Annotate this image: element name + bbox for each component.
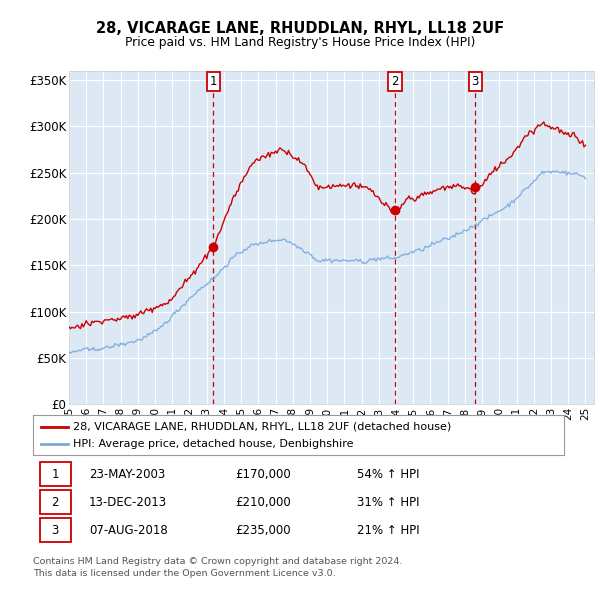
Text: 1: 1 — [209, 76, 217, 88]
Text: 28, VICARAGE LANE, RHUDDLAN, RHYL, LL18 2UF (detached house): 28, VICARAGE LANE, RHUDDLAN, RHYL, LL18 … — [73, 422, 451, 432]
FancyBboxPatch shape — [40, 462, 71, 486]
Text: 28, VICARAGE LANE, RHUDDLAN, RHYL, LL18 2UF: 28, VICARAGE LANE, RHUDDLAN, RHYL, LL18 … — [96, 21, 504, 36]
Text: 3: 3 — [52, 523, 59, 536]
Text: 54% ↑ HPI: 54% ↑ HPI — [357, 468, 419, 481]
Text: 2: 2 — [52, 496, 59, 509]
Text: 13-DEC-2013: 13-DEC-2013 — [89, 496, 167, 509]
Text: £210,000: £210,000 — [235, 496, 290, 509]
Text: 07-AUG-2018: 07-AUG-2018 — [89, 523, 167, 536]
Text: 23-MAY-2003: 23-MAY-2003 — [89, 468, 165, 481]
FancyBboxPatch shape — [40, 518, 71, 542]
Text: 21% ↑ HPI: 21% ↑ HPI — [357, 523, 419, 536]
Text: 2: 2 — [391, 76, 399, 88]
Text: 3: 3 — [472, 76, 479, 88]
Text: HPI: Average price, detached house, Denbighshire: HPI: Average price, detached house, Denb… — [73, 439, 353, 449]
Text: Price paid vs. HM Land Registry's House Price Index (HPI): Price paid vs. HM Land Registry's House … — [125, 36, 475, 49]
Text: Contains HM Land Registry data © Crown copyright and database right 2024.: Contains HM Land Registry data © Crown c… — [33, 557, 403, 566]
Text: 1: 1 — [52, 468, 59, 481]
FancyBboxPatch shape — [40, 490, 71, 514]
Text: 31% ↑ HPI: 31% ↑ HPI — [357, 496, 419, 509]
Text: £235,000: £235,000 — [235, 523, 290, 536]
Text: This data is licensed under the Open Government Licence v3.0.: This data is licensed under the Open Gov… — [33, 569, 335, 578]
Text: £170,000: £170,000 — [235, 468, 290, 481]
